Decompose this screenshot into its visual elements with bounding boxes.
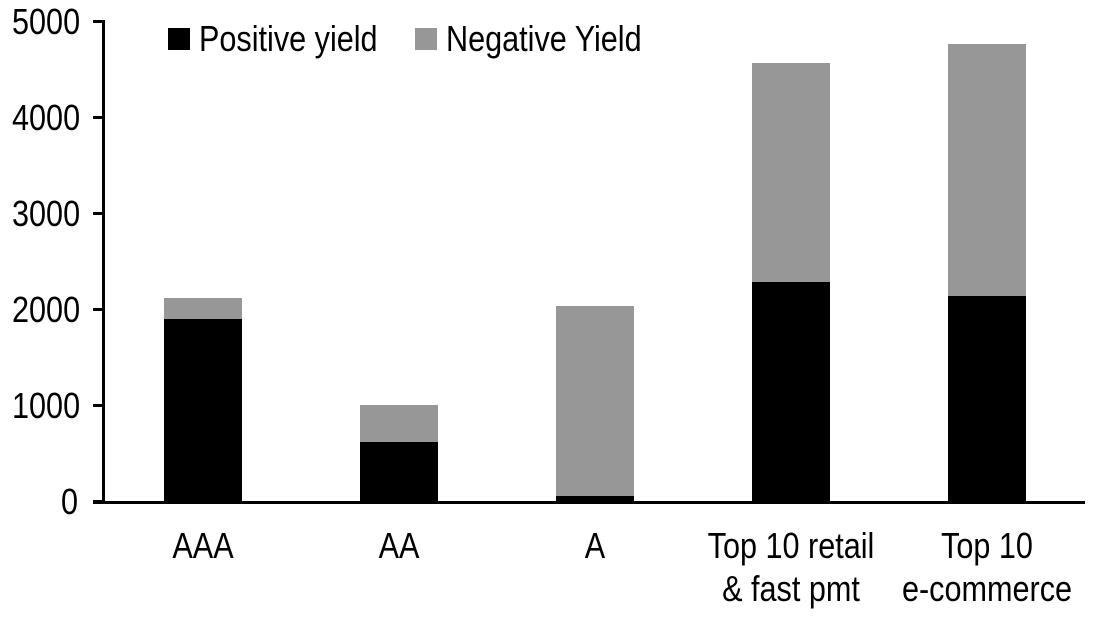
y-tick-label-4000: 4000	[0, 97, 81, 138]
y-tick-label-text: 2000	[12, 289, 81, 330]
y-tick-4000	[93, 116, 105, 119]
bar-top-10-retail-fast-pmt-positive-yield	[752, 282, 830, 501]
y-tick-label-3000: 3000	[0, 193, 81, 234]
legend-item-positive-yield: Positive yield	[168, 21, 409, 57]
y-tick-label-text: 5000	[12, 1, 81, 42]
bar-top-10-retail-fast-pmt-negative-yield	[752, 63, 830, 283]
x-label-aaa: AAA	[172, 525, 234, 566]
y-tick-label-text: 0	[60, 481, 78, 522]
bar-aaa-positive-yield	[164, 318, 242, 501]
bar-aa-positive-yield	[360, 441, 438, 501]
legend-swatch-positive-yield	[168, 28, 190, 50]
legend-item-negative-yield: Negative Yield	[415, 21, 676, 57]
legend-label-negative-yield: Negative Yield	[446, 18, 642, 59]
y-tick-label-0: 0	[0, 484, 78, 520]
y-tick-label-text: 1000	[12, 385, 81, 426]
y-tick-label-text: 3000	[12, 193, 81, 234]
bar-top-10-e-commerce-positive-yield	[948, 295, 1026, 501]
bar-a-positive-yield	[556, 496, 634, 501]
y-tick-label-text: 4000	[12, 97, 81, 138]
y-axis-line	[102, 21, 105, 504]
bar-aa-negative-yield	[360, 405, 438, 442]
bar-a-negative-yield	[556, 306, 634, 497]
x-axis-line	[93, 501, 1085, 504]
x-label-aa: AA	[378, 525, 420, 566]
y-tick-0	[93, 500, 105, 503]
legend-swatch-negative-yield	[415, 28, 437, 50]
y-tick-3000	[93, 212, 105, 215]
y-tick-2000	[93, 308, 105, 311]
bar-aaa-negative-yield	[164, 297, 242, 319]
y-tick-5000	[93, 20, 105, 23]
legend-label-positive-yield: Positive yield	[199, 18, 378, 59]
x-label-top-10-e-commerce: Top 10 e-commerce	[901, 525, 1073, 609]
y-tick-label-1000: 1000	[0, 385, 81, 426]
y-tick-label-5000: 5000	[0, 1, 81, 42]
y-tick-1000	[93, 404, 105, 407]
x-label-top-10-retail-fast-pmt: Top 10 retail & fast pmt	[707, 525, 875, 609]
y-tick-label-2000: 2000	[0, 289, 81, 330]
x-label-a: A	[584, 525, 606, 566]
bar-top-10-e-commerce-negative-yield	[948, 44, 1026, 296]
